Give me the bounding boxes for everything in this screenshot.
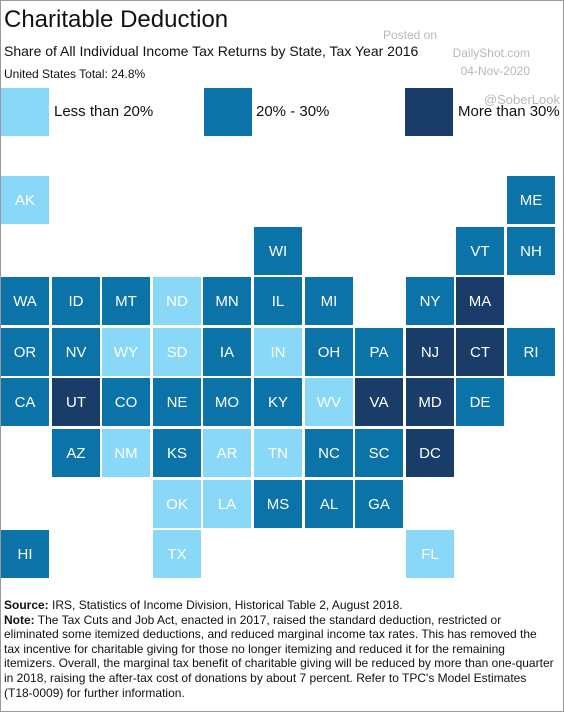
state-tile-tx: TX	[153, 530, 201, 578]
state-tile-ak: AK	[1, 176, 49, 224]
state-tile-ca: CA	[1, 378, 49, 426]
state-tile-nd: ND	[153, 277, 201, 325]
state-tile-ky: KY	[254, 378, 302, 426]
state-tile-az: AZ	[52, 429, 100, 477]
chart-title: Charitable Deduction	[4, 6, 229, 33]
state-tile-va: VA	[355, 378, 403, 426]
state-tile-nj: NJ	[406, 328, 454, 376]
state-tile-nh: NH	[507, 227, 555, 275]
state-tile-oh: OH	[305, 328, 353, 376]
state-tile-ri: RI	[507, 328, 555, 376]
state-tile-ga: GA	[355, 480, 403, 528]
state-tile-ar: AR	[203, 429, 251, 477]
state-tile-hi: HI	[1, 530, 49, 578]
note-text: The Tax Cuts and Job Act, enacted in 201…	[4, 612, 554, 700]
state-tile-me: ME	[507, 176, 555, 224]
footnotes: Source: IRS, Statistics of Income Divisi…	[4, 598, 554, 700]
state-tile-id: ID	[52, 277, 100, 325]
state-tile-co: CO	[102, 378, 150, 426]
legend-label-high: More than 30%	[458, 103, 560, 120]
state-tile-ks: KS	[153, 429, 201, 477]
state-tile-nv: NV	[52, 328, 100, 376]
legend-swatch-mid	[204, 88, 252, 136]
state-tile-ia: IA	[203, 328, 251, 376]
state-tile-sd: SD	[153, 328, 201, 376]
state-tile-sc: SC	[355, 429, 403, 477]
state-tile-wa: WA	[1, 277, 49, 325]
state-tile-in: IN	[254, 328, 302, 376]
legend-swatch-low	[1, 88, 49, 136]
watermark-handle: @SoberLook	[483, 92, 560, 107]
state-tile-wv: WV	[305, 378, 353, 426]
watermark-date: 04-Nov-2020	[460, 64, 530, 78]
legend-label-low: Less than 20%	[54, 103, 154, 120]
state-tile-vt: VT	[456, 227, 504, 275]
legend-swatch-high	[405, 88, 453, 136]
state-tile-dc: DC	[406, 429, 454, 477]
state-tile-nm: NM	[102, 429, 150, 477]
state-tile-wi: WI	[254, 227, 302, 275]
watermark-site: DailyShot.com	[452, 46, 530, 60]
state-tile-ms: MS	[254, 480, 302, 528]
legend-label-mid: 20% - 30%	[256, 103, 330, 120]
state-tile-ma: MA	[456, 277, 504, 325]
state-tile-ut: UT	[52, 378, 100, 426]
state-tile-md: MD	[406, 378, 454, 426]
state-tile-al: AL	[305, 480, 353, 528]
state-tile-nc: NC	[305, 429, 353, 477]
state-tile-wy: WY	[102, 328, 150, 376]
source-text: IRS, Statistics of Income Division, Hist…	[48, 598, 403, 612]
state-tile-pa: PA	[355, 328, 403, 376]
state-tile-ne: NE	[153, 378, 201, 426]
us-total: United States Total: 24.8%	[4, 67, 146, 81]
state-tile-fl: FL	[406, 530, 454, 578]
state-tile-mo: MO	[203, 378, 251, 426]
state-tile-ct: CT	[456, 328, 504, 376]
state-tile-de: DE	[456, 378, 504, 426]
chart-subtitle: Share of All Individual Income Tax Retur…	[4, 43, 419, 59]
state-tile-il: IL	[254, 277, 302, 325]
state-tile-tn: TN	[254, 429, 302, 477]
state-tile-ny: NY	[406, 277, 454, 325]
state-tile-mt: MT	[102, 277, 150, 325]
note-label: Note:	[4, 612, 35, 627]
state-tile-ok: OK	[153, 480, 201, 528]
state-tile-mi: MI	[305, 277, 353, 325]
state-tile-la: LA	[203, 480, 251, 528]
state-tile-or: OR	[1, 328, 49, 376]
source-label: Source:	[4, 598, 49, 612]
watermark-posted: Posted on	[382, 28, 438, 42]
state-tile-mn: MN	[203, 277, 251, 325]
